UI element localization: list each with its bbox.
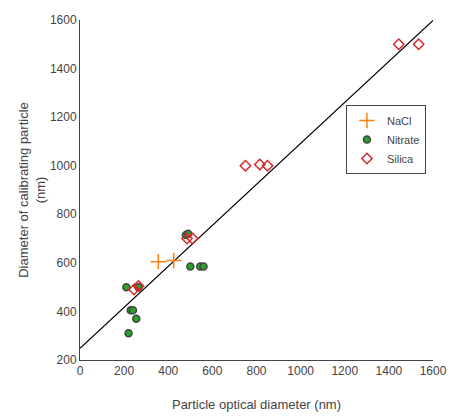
svg-text:Particle optical diameter (nm): Particle optical diameter (nm): [172, 397, 341, 412]
svg-text:1600: 1600: [420, 364, 447, 378]
svg-text:600: 600: [57, 256, 77, 270]
svg-text:400: 400: [57, 305, 77, 319]
svg-text:600: 600: [202, 364, 222, 378]
svg-text:1000: 1000: [50, 159, 77, 173]
svg-text:1600: 1600: [50, 13, 77, 27]
svg-text:Nitrate: Nitrate: [387, 134, 419, 146]
svg-text:Silica: Silica: [387, 153, 414, 165]
svg-text:0: 0: [77, 364, 84, 378]
svg-text:200: 200: [114, 364, 134, 378]
svg-text:200: 200: [57, 353, 77, 367]
svg-text:Diameter of calibrating partic: Diameter of calibrating particle(nm): [16, 102, 48, 278]
svg-text:1400: 1400: [376, 364, 403, 378]
svg-text:800: 800: [57, 207, 77, 221]
svg-text:800: 800: [246, 364, 266, 378]
svg-text:400: 400: [158, 364, 178, 378]
svg-text:1000: 1000: [287, 364, 314, 378]
svg-text:1400: 1400: [50, 62, 77, 76]
svg-text:1200: 1200: [50, 110, 77, 124]
svg-text:1200: 1200: [331, 364, 358, 378]
svg-text:NaCl: NaCl: [387, 115, 411, 127]
